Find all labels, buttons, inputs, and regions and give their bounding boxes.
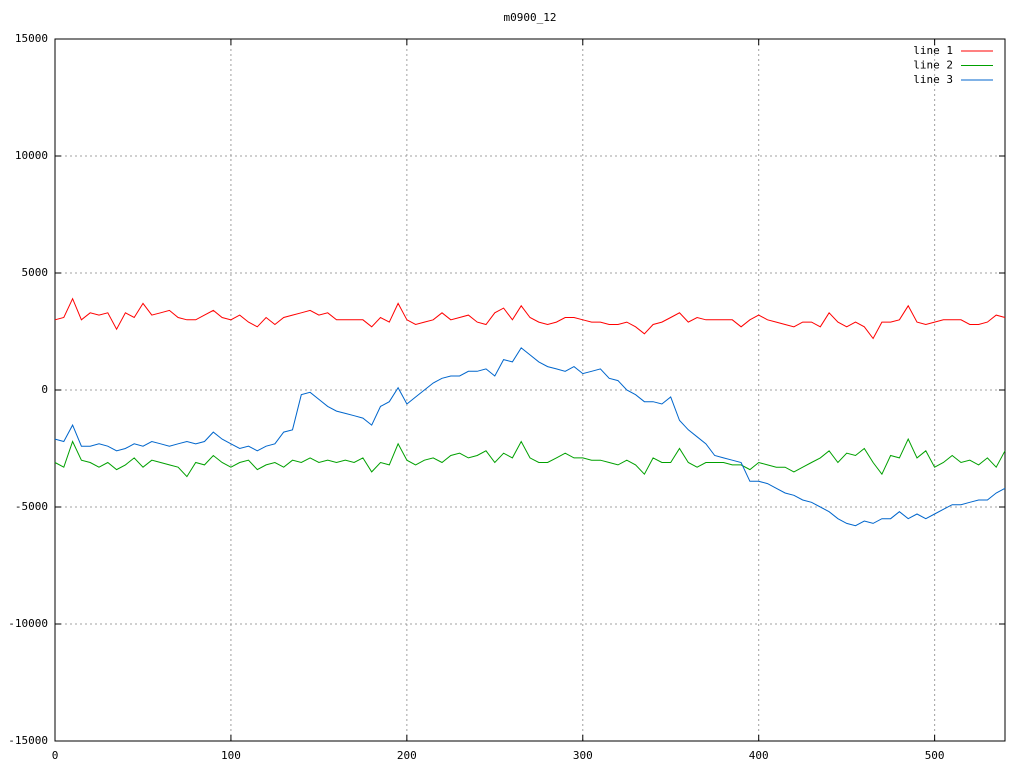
y-tick-label: -10000 xyxy=(8,617,48,630)
series-line xyxy=(54,437,1006,478)
chart-title: m0900_12 xyxy=(504,11,557,24)
series-line xyxy=(54,297,1006,340)
x-tick-label: 500 xyxy=(925,749,945,762)
y-tick-label: 0 xyxy=(41,383,48,396)
y-tick-label: 15000 xyxy=(15,32,48,45)
legend-label: line 3 xyxy=(913,73,953,86)
y-tick-label: 5000 xyxy=(22,266,49,279)
legend-label: line 2 xyxy=(913,59,953,72)
x-tick-label: 100 xyxy=(221,749,241,762)
y-tick-label: -5000 xyxy=(15,500,48,513)
series-line xyxy=(54,347,1006,527)
x-tick-label: 0 xyxy=(52,749,59,762)
y-tick-label: 10000 xyxy=(15,149,48,162)
x-tick-label: 300 xyxy=(573,749,593,762)
x-tick-label: 200 xyxy=(397,749,417,762)
y-tick-label: -15000 xyxy=(8,734,48,747)
x-tick-label: 400 xyxy=(749,749,769,762)
legend-label: line 1 xyxy=(913,44,953,57)
plot-frame xyxy=(54,38,1006,742)
